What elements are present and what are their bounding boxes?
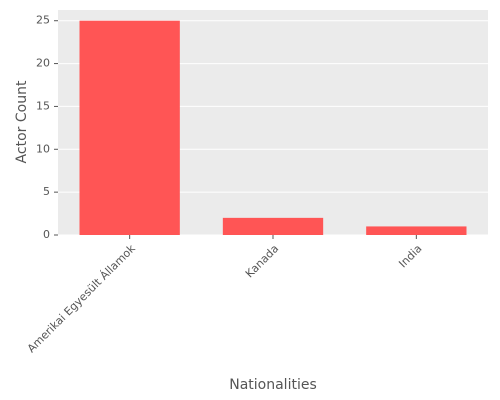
y-axis-label: Actor Count	[14, 80, 30, 163]
bar	[222, 217, 324, 235]
bar	[79, 20, 180, 236]
x-tick-label: Kanada	[243, 242, 281, 280]
x-tick-label: India	[396, 242, 424, 270]
y-tick-label: 25	[36, 14, 50, 27]
y-tick-label: 5	[43, 185, 50, 198]
y-tick-label: 15	[36, 99, 50, 112]
x-tick-label: Amerikai Egyesült Államok	[25, 242, 139, 356]
y-tick-label: 20	[36, 57, 50, 70]
y-tick-label: 0	[43, 228, 50, 241]
x-axis-label: Nationalities	[229, 377, 317, 393]
y-tick-label: 10	[36, 142, 50, 155]
bar	[366, 226, 467, 235]
